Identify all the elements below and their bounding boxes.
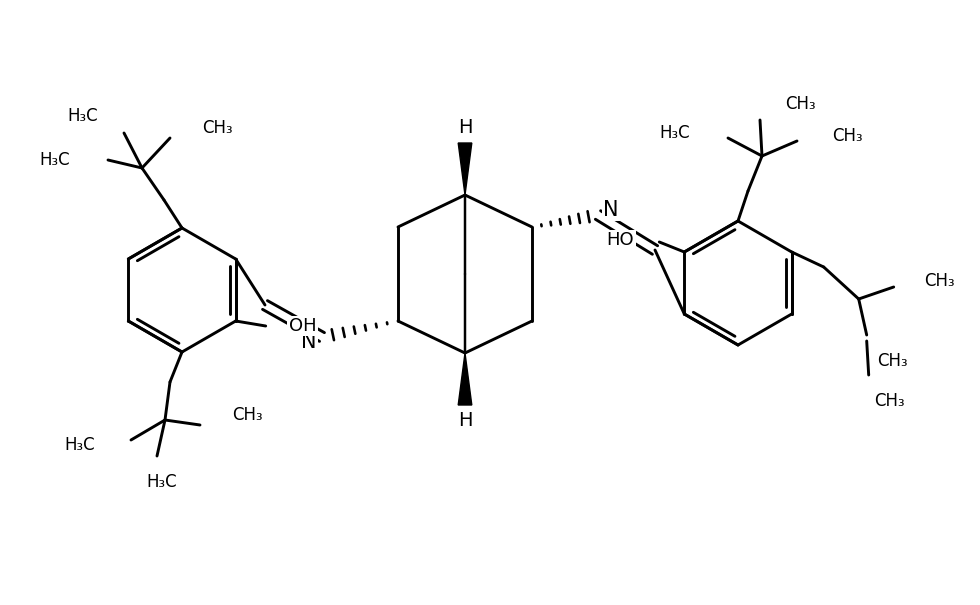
Text: CH₃: CH₃ xyxy=(874,392,905,410)
Text: H₃C: H₃C xyxy=(147,473,177,491)
Text: N: N xyxy=(301,332,317,352)
Text: CH₃: CH₃ xyxy=(232,406,263,424)
Text: CH₃: CH₃ xyxy=(785,95,815,113)
Text: H₃C: H₃C xyxy=(660,124,690,142)
Text: CH₃: CH₃ xyxy=(924,272,955,290)
Text: CH₃: CH₃ xyxy=(877,352,907,370)
Text: CH₃: CH₃ xyxy=(832,127,862,145)
Text: HO: HO xyxy=(607,231,634,249)
Text: H₃C: H₃C xyxy=(68,107,98,125)
Text: H₃C: H₃C xyxy=(39,151,70,169)
Text: H: H xyxy=(458,411,472,431)
Polygon shape xyxy=(459,353,471,405)
Text: OH: OH xyxy=(289,317,317,335)
Text: N: N xyxy=(604,200,618,220)
Polygon shape xyxy=(459,143,471,195)
Text: H₃C: H₃C xyxy=(65,436,95,454)
Text: H: H xyxy=(458,117,472,137)
Text: CH₃: CH₃ xyxy=(202,119,232,137)
